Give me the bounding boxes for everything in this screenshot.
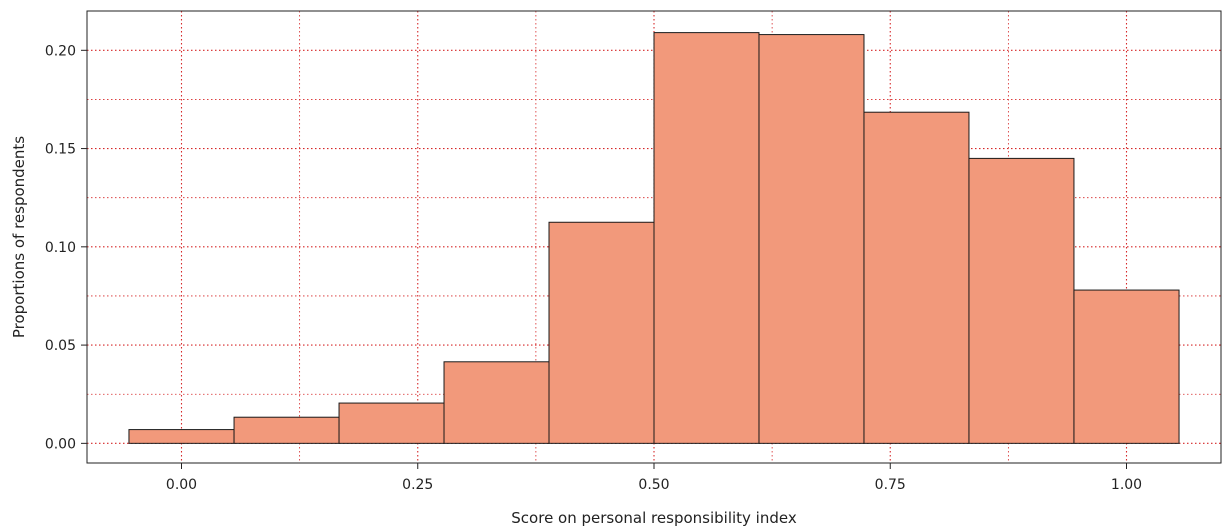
histogram-bar-3 <box>338 402 445 444</box>
y-axis-ticks: 0.00 0.05 0.10 0.15 0.20 <box>45 43 87 452</box>
histogram-bar-1 <box>128 429 235 444</box>
histogram-bar-8 <box>863 111 970 444</box>
histogram-bar-10 <box>1073 289 1180 444</box>
y-tick-label: 0.00 <box>45 436 76 452</box>
x-tick-label: 0.25 <box>402 477 433 493</box>
x-axis-title: Score on personal responsibility index <box>511 509 797 527</box>
histogram-bars <box>128 32 1180 444</box>
y-axis-title: Proportions of respondents <box>10 136 28 338</box>
histogram-bar-5 <box>548 221 655 444</box>
histogram-bar-6 <box>653 32 760 444</box>
y-tick-label: 0.10 <box>45 240 76 256</box>
y-tick-label: 0.05 <box>45 338 76 354</box>
histogram-bar-2 <box>233 416 340 444</box>
x-tick-label: 0.50 <box>638 477 669 493</box>
x-tick-label: 0.00 <box>166 477 197 493</box>
x-tick-label: 1.00 <box>1111 477 1142 493</box>
x-axis-ticks: 0.00 0.25 0.50 0.75 1.00 <box>166 463 1142 493</box>
histogram-bar-4 <box>443 361 550 444</box>
y-tick-label: 0.20 <box>45 43 76 59</box>
y-tick-label: 0.15 <box>45 142 76 158</box>
x-tick-label: 0.75 <box>875 477 906 493</box>
histogram-bar-7 <box>758 34 865 444</box>
histogram-bar-9 <box>968 157 1075 444</box>
